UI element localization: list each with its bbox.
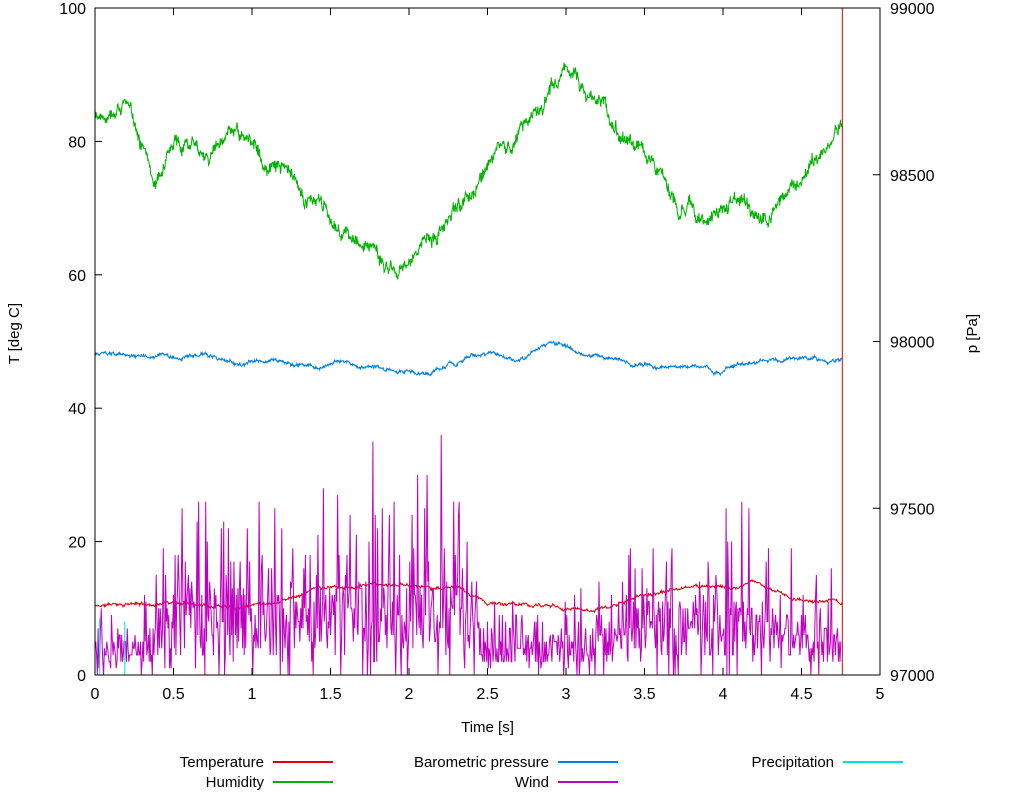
y-left-tick-labels: 0 20 40 60 80 100	[59, 1, 86, 685]
series-humidity	[94, 62, 843, 280]
svg-text:40: 40	[68, 401, 86, 418]
svg-text:97500: 97500	[890, 501, 935, 518]
legend-line-temperature	[273, 761, 333, 763]
axis-ticks	[94, 7, 881, 676]
legend-entry-wind: Wind	[515, 772, 618, 792]
svg-text:3: 3	[562, 686, 571, 703]
svg-text:2: 2	[405, 686, 414, 703]
svg-text:5: 5	[876, 686, 885, 703]
svg-text:4: 4	[719, 686, 728, 703]
legend-line-humidity	[273, 781, 333, 783]
series-precipitation	[99, 618, 126, 675]
svg-text:4.5: 4.5	[790, 686, 812, 703]
y-axis-title-right: p [Pa]	[964, 314, 981, 354]
legend-label-precipitation: Precipitation	[751, 753, 834, 771]
svg-text:1.5: 1.5	[319, 686, 341, 703]
legend-line-barometric-pressure	[558, 761, 618, 763]
svg-text:0: 0	[77, 668, 86, 685]
legend-label-humidity: Humidity	[205, 773, 264, 791]
svg-text:99000: 99000	[890, 1, 935, 18]
legend-entry-temperature: Temperature	[180, 752, 333, 772]
svg-text:98500: 98500	[890, 168, 935, 185]
svg-text:97000: 97000	[890, 668, 935, 685]
series-wind	[94, 434, 842, 676]
y-right-tick-labels: 97000 97500 98000 98500 99000	[890, 1, 935, 685]
svg-text:3.5: 3.5	[633, 686, 655, 703]
x-tick-labels: 0 0.5 1 1.5 2 2.5 3 3.5 4 4.5 5	[91, 686, 885, 703]
svg-text:1: 1	[248, 686, 257, 703]
y-axis-title-left: T [deg C]	[6, 303, 23, 365]
svg-text:100: 100	[59, 1, 86, 18]
svg-text:2.5: 2.5	[476, 686, 498, 703]
series-barometric-pressure	[94, 340, 843, 377]
series-temperature	[94, 578, 843, 614]
legend-label-temperature: Temperature	[179, 753, 264, 771]
legend-entry-precipitation: Precipitation	[751, 752, 903, 772]
legend-entry-humidity: Humidity	[206, 772, 333, 792]
legend-label-barometric-pressure: Barometric pressure	[413, 753, 549, 771]
svg-text:0: 0	[91, 686, 100, 703]
plot-border	[94, 7, 881, 676]
x-axis-title: Time [s]	[461, 719, 514, 736]
legend-line-wind	[558, 781, 618, 783]
legend-label-wind: Wind	[514, 773, 549, 791]
svg-text:20: 20	[68, 535, 86, 552]
svg-text:60: 60	[68, 268, 86, 285]
legend-entry-barometric-pressure: Barometric pressure	[414, 752, 618, 772]
svg-text:98000: 98000	[890, 335, 935, 352]
svg-text:0.5: 0.5	[162, 686, 184, 703]
svg-text:80: 80	[68, 134, 86, 151]
legend-line-precipitation	[843, 761, 903, 763]
